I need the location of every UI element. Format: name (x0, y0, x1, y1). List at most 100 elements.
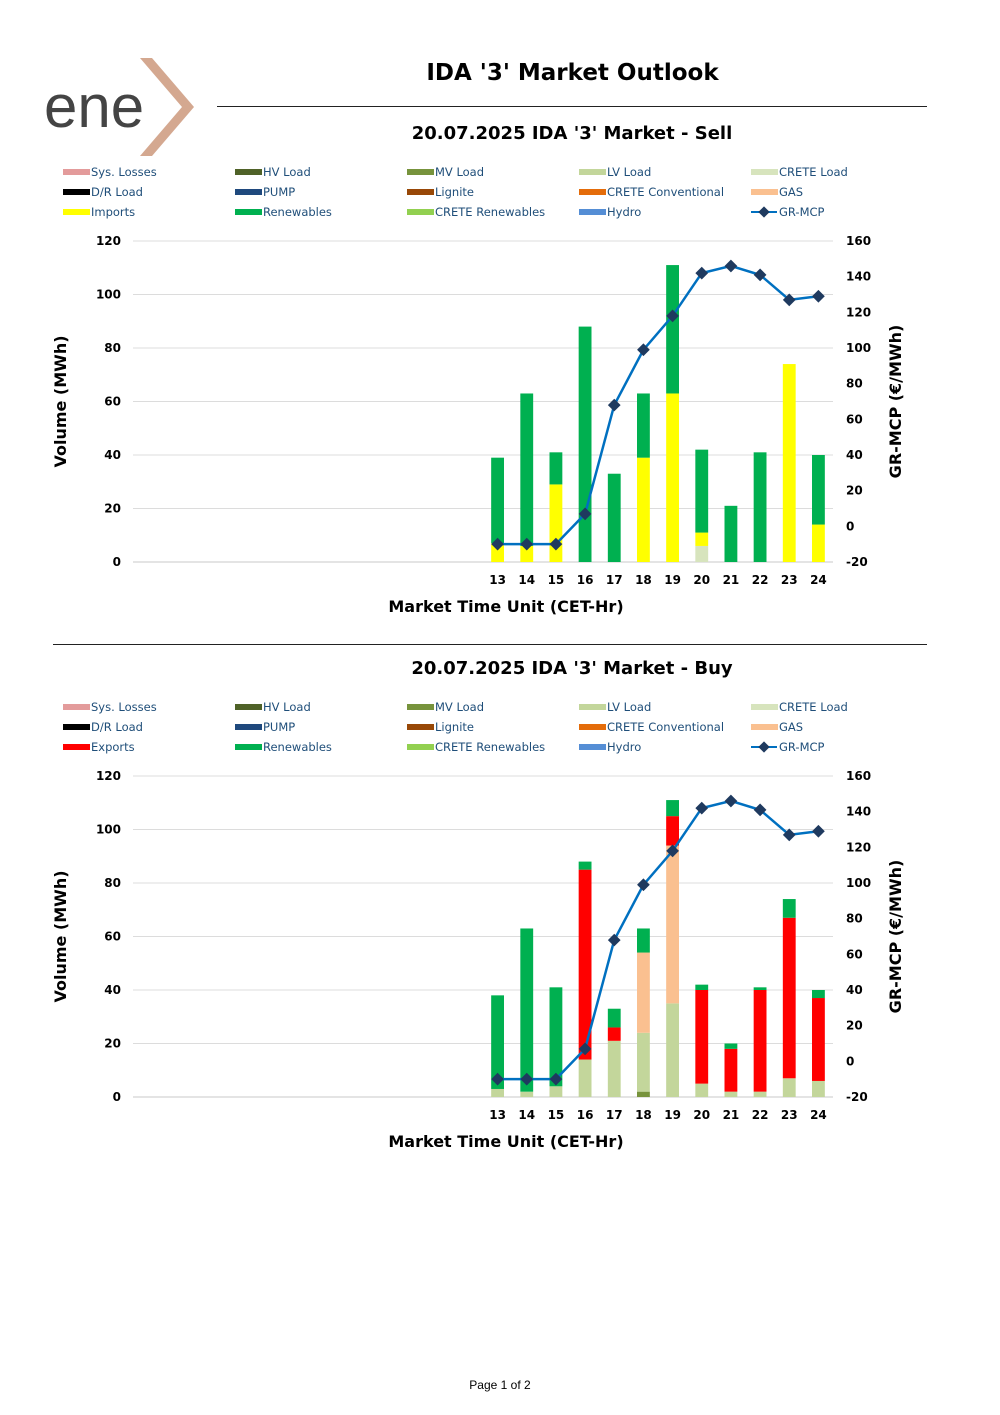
y-tick-label: 60 (104, 930, 121, 944)
legend-swatch (751, 704, 778, 710)
legend-swatch (751, 169, 778, 175)
legend-item-sys-losses: Sys. Losses (63, 700, 157, 714)
y2-tick-label: 40 (846, 983, 863, 997)
gr-mcp-point-13 (491, 537, 504, 551)
x-tick-label: 13 (489, 573, 506, 587)
bar-renewables-19 (666, 265, 679, 394)
bar-lv-load-14 (520, 1091, 534, 1097)
legend-swatch (579, 704, 606, 710)
bar-imports-20 (695, 532, 709, 546)
y2-tick-label: -20 (846, 555, 868, 569)
x-tick-label: 22 (752, 573, 769, 587)
legend-label: Exports (91, 740, 135, 754)
bar-lv-load-23 (782, 1078, 796, 1097)
bar-lv-load-20 (695, 1083, 709, 1097)
legend-label: Lignite (435, 720, 474, 734)
legend-swatch (235, 189, 262, 195)
legend-item-imports: Imports (63, 205, 135, 219)
bar-exports-23 (782, 917, 796, 1079)
bar-renewables-21 (724, 505, 738, 562)
bar-imports-19 (666, 393, 679, 562)
legend-label: D/R Load (91, 720, 143, 734)
x-tick-label: 13 (489, 1108, 506, 1122)
bar-renewables-20 (695, 449, 709, 533)
legend-swatch (579, 169, 606, 175)
bar-renewables-22 (753, 987, 767, 990)
x-tick-label: 14 (518, 573, 535, 587)
bar-exports-22 (753, 990, 767, 1092)
legend-label: PUMP (263, 720, 295, 734)
legend-item-pump: PUMP (235, 720, 295, 734)
legend-item-gas: GAS (751, 185, 803, 199)
legend-label: CRETE Conventional (607, 720, 724, 734)
legend-swatch (407, 744, 434, 750)
bar-renewables-18 (637, 393, 650, 458)
legend-swatch (407, 209, 434, 215)
gr-mcp-point-21 (724, 259, 738, 273)
legend-swatch (407, 169, 434, 175)
legend-label: CRETE Renewables (435, 740, 545, 754)
y2-tick-label: 0 (846, 1054, 854, 1068)
legend-marker-icon (758, 741, 770, 753)
x-tick-label: 22 (752, 1108, 769, 1122)
bar-imports-13 (491, 543, 504, 562)
bar-renewables-20 (695, 984, 709, 990)
y-tick-label: 120 (96, 769, 121, 783)
legend-label: GAS (779, 720, 803, 734)
bar-imports-23 (782, 364, 796, 562)
legend-item-gr-mcp: GR-MCP (751, 205, 825, 219)
legend-item-hydro: Hydro (579, 205, 641, 219)
page-footer: Page 1 of 2 (469, 1378, 531, 1392)
legend-marker-icon (758, 206, 770, 218)
gr-mcp-point-21 (724, 794, 738, 808)
x-tick-label: 20 (693, 573, 710, 587)
bar-lv-load-18 (637, 1032, 650, 1092)
bar-exports-16 (578, 869, 592, 1060)
bar-exports-21 (724, 1048, 738, 1092)
page-title: IDA '3' Market Outlook (426, 60, 719, 86)
legend-swatch (235, 704, 262, 710)
legend-swatch (579, 209, 606, 215)
legend-label: CRETE Conventional (607, 185, 724, 199)
gr-mcp-point-24 (812, 824, 825, 838)
bar-exports-20 (695, 990, 709, 1084)
x-tick-label: 23 (781, 1108, 798, 1122)
legend-swatch (579, 724, 606, 730)
enex-logo: ene (40, 55, 210, 160)
legend-label: Hydro (607, 740, 641, 754)
bar-renewables-24 (812, 990, 825, 999)
legend-item-renewables: Renewables (235, 205, 332, 219)
x-tick-label: 17 (606, 573, 623, 587)
sell-chart: 20.07.2025 IDA '3' Market - Sell Sys. Los… (0, 115, 1000, 615)
legend-item-lignite: Lignite (407, 720, 474, 734)
legend-label: LV Load (607, 165, 651, 179)
x-axis-title: Market Time Unit (CET-Hr) (388, 597, 623, 615)
x-tick-label: 18 (635, 1108, 652, 1122)
x-tick-label: 14 (518, 1108, 535, 1122)
legend-item-gr-mcp: GR-MCP (751, 740, 825, 754)
x-tick-label: 19 (664, 1108, 681, 1122)
x-tick-label: 16 (577, 573, 594, 587)
legend-item-hydro: Hydro (579, 740, 641, 754)
logo-chevron-icon (140, 58, 194, 156)
legend-label: D/R Load (91, 185, 143, 199)
legend-label: Imports (91, 205, 135, 219)
legend-label: MV Load (435, 165, 484, 179)
x-tick-label: 17 (606, 1108, 623, 1122)
legend-swatch (235, 169, 262, 175)
legend-item-d-r-load: D/R Load (63, 185, 143, 199)
y-tick-label: 40 (104, 983, 121, 997)
legend-item-sys-losses: Sys. Losses (63, 165, 157, 179)
y2-tick-label: 120 (846, 305, 871, 319)
x-tick-label: 19 (664, 573, 681, 587)
x-tick-label: 24 (810, 1108, 827, 1122)
gr-mcp-line (497, 799, 819, 1081)
y-tick-label: 100 (96, 823, 121, 837)
bar-renewables-24 (812, 455, 825, 525)
legend-swatch (579, 189, 606, 195)
y2-tick-label: 0 (846, 519, 854, 533)
logo-text: ene (44, 73, 144, 140)
y2-tick-label: 60 (846, 412, 863, 426)
bar-renewables-14 (520, 928, 534, 1092)
bar-renewables-15 (549, 452, 563, 485)
